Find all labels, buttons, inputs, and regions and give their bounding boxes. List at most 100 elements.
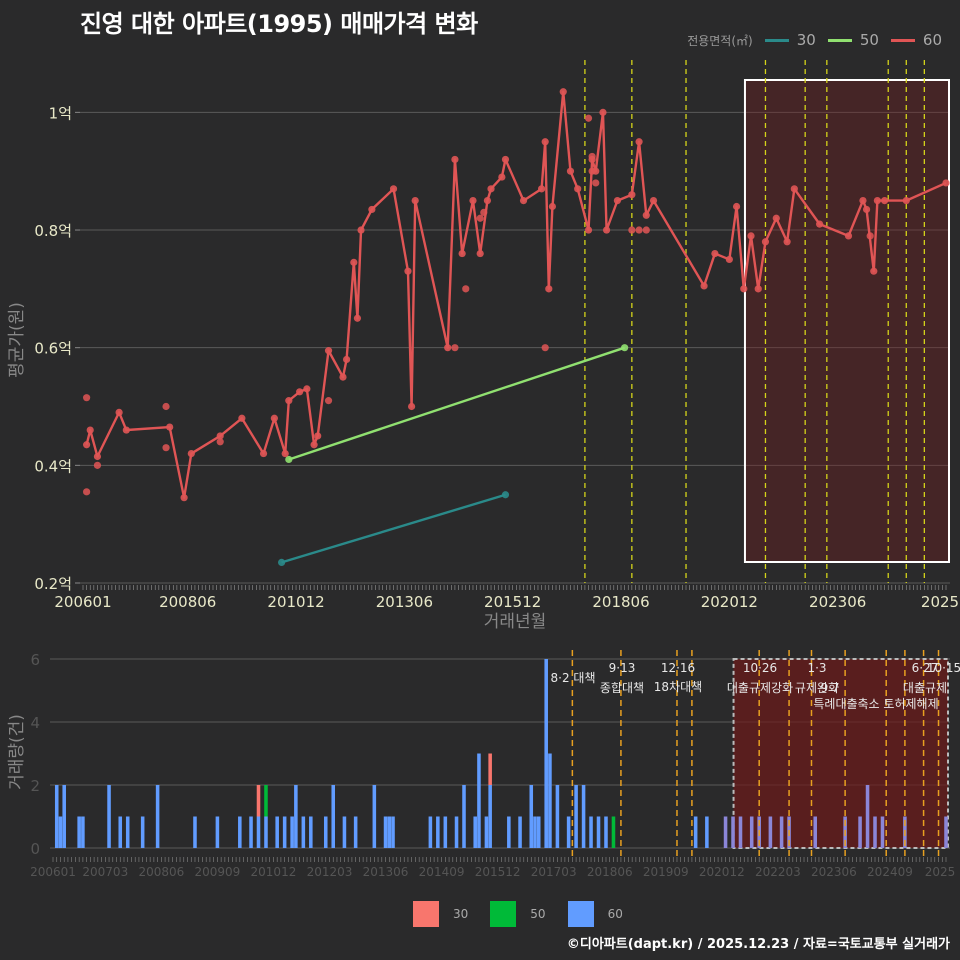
y-tick-label: 6 bbox=[30, 651, 40, 669]
data-point bbox=[502, 156, 509, 163]
x-tick-label: 200601 bbox=[54, 593, 111, 611]
bar-60 bbox=[388, 817, 392, 849]
bar-60 bbox=[597, 817, 601, 849]
data-point bbox=[643, 226, 650, 233]
data-point bbox=[296, 388, 303, 395]
x-tick-label: 200703 bbox=[82, 865, 128, 879]
x-tick-label: 202203 bbox=[755, 865, 801, 879]
y-tick-label: 0.2억 bbox=[34, 575, 72, 593]
bar-60 bbox=[81, 817, 85, 849]
data-point bbox=[762, 238, 769, 245]
y-tick-label: 0 bbox=[30, 840, 40, 858]
y-tick-label: 4 bbox=[30, 714, 40, 732]
policy-date-label: 10·26 bbox=[743, 661, 777, 675]
data-point bbox=[603, 226, 610, 233]
data-point bbox=[589, 168, 596, 175]
policy-date-label: 10·15 bbox=[927, 661, 960, 675]
bar-60 bbox=[193, 817, 197, 849]
x-tick-label: 2025 bbox=[925, 865, 956, 879]
bar-60 bbox=[488, 785, 492, 848]
bar-60 bbox=[309, 817, 313, 849]
data-point bbox=[404, 268, 411, 275]
bar-60 bbox=[238, 817, 242, 849]
data-point bbox=[942, 179, 949, 186]
bar-60 bbox=[354, 817, 358, 849]
legend-label-30: 30 bbox=[453, 907, 468, 921]
bar-60 bbox=[249, 817, 253, 849]
data-point bbox=[643, 212, 650, 219]
bar-60 bbox=[141, 817, 145, 849]
data-point bbox=[791, 185, 798, 192]
bar-60 bbox=[567, 817, 571, 849]
x-tick-label: 200909 bbox=[194, 865, 240, 879]
x-tick-label: 202012 bbox=[699, 865, 745, 879]
data-point bbox=[188, 450, 195, 457]
bar-60 bbox=[582, 785, 586, 848]
policy-date-label: 1·3 bbox=[807, 661, 826, 675]
data-point bbox=[755, 285, 762, 292]
bar-60 bbox=[77, 817, 81, 849]
data-point bbox=[498, 173, 505, 180]
data-point bbox=[271, 415, 278, 422]
policy-date-label: 9·13 bbox=[609, 661, 636, 675]
y-tick-label: 0.8억 bbox=[34, 222, 72, 240]
x-tick-label: 201409 bbox=[419, 865, 465, 879]
bar-60 bbox=[705, 817, 709, 849]
policy-name-label: 18차대책 bbox=[654, 679, 702, 694]
legend-box-60 bbox=[568, 901, 594, 927]
x-tick-label: 201806 bbox=[592, 593, 649, 611]
data-point bbox=[162, 403, 169, 410]
data-point bbox=[451, 344, 458, 351]
bar-60 bbox=[324, 817, 328, 849]
bar-60 bbox=[462, 785, 466, 848]
data-point bbox=[310, 441, 317, 448]
highlight-box bbox=[745, 80, 949, 562]
data-point bbox=[726, 256, 733, 263]
bar-60 bbox=[813, 817, 817, 849]
bar-60 bbox=[118, 817, 122, 849]
bar-60 bbox=[529, 785, 533, 848]
data-point bbox=[585, 115, 592, 122]
bar-30 bbox=[257, 785, 261, 817]
bar-50 bbox=[612, 817, 616, 849]
bar-60 bbox=[537, 817, 541, 849]
source-footer: ©디아파트(dapt.kr) / 2025.12.23 / 자료=국토교통부 실… bbox=[567, 933, 950, 952]
x-axis-title: 거래년월 bbox=[484, 612, 547, 632]
bar-60 bbox=[548, 754, 552, 849]
data-point bbox=[621, 344, 628, 351]
data-point bbox=[303, 385, 310, 392]
x-tick-label: 2025 bbox=[921, 593, 959, 611]
data-point bbox=[870, 268, 877, 275]
data-point bbox=[574, 185, 581, 192]
bar-60 bbox=[477, 754, 481, 849]
x-tick-label: 201306 bbox=[363, 865, 409, 879]
data-point bbox=[357, 226, 364, 233]
bar-60 bbox=[866, 785, 870, 848]
bar-60 bbox=[343, 817, 347, 849]
x-tick-label: 201512 bbox=[475, 865, 521, 879]
data-point bbox=[314, 432, 321, 439]
data-point bbox=[83, 488, 90, 495]
data-point bbox=[592, 179, 599, 186]
data-point bbox=[567, 168, 574, 175]
data-point bbox=[711, 250, 718, 257]
bar-60 bbox=[264, 817, 268, 849]
bar-60 bbox=[473, 817, 477, 849]
bar-60 bbox=[694, 817, 698, 849]
bar-60 bbox=[769, 817, 773, 849]
bar-60 bbox=[731, 817, 735, 849]
data-point bbox=[484, 197, 491, 204]
data-point bbox=[278, 559, 285, 566]
data-point bbox=[549, 203, 556, 210]
data-point bbox=[83, 394, 90, 401]
x-tick-label: 200806 bbox=[159, 593, 216, 611]
bar-60 bbox=[944, 817, 948, 849]
data-point bbox=[520, 197, 527, 204]
bar-50 bbox=[264, 785, 268, 817]
bar-60 bbox=[59, 817, 63, 849]
data-point bbox=[325, 397, 332, 404]
bar-60 bbox=[574, 785, 578, 848]
data-point bbox=[589, 153, 596, 160]
data-point bbox=[123, 426, 130, 433]
bar-60 bbox=[283, 817, 287, 849]
